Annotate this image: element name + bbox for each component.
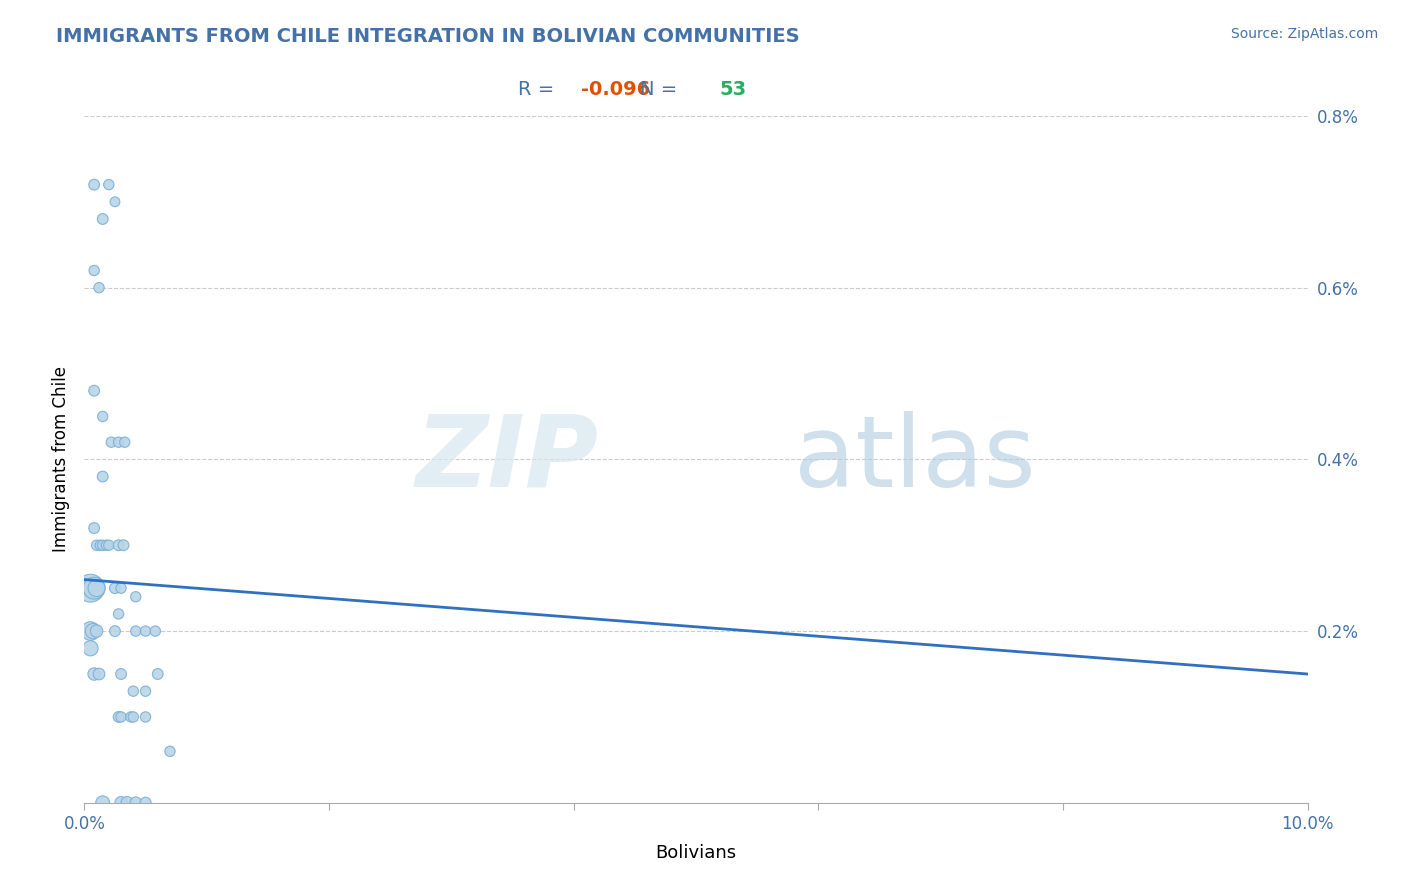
Point — [112, 538, 135, 552]
Point — [91, 469, 114, 483]
Point — [120, 710, 142, 724]
Point — [107, 710, 129, 724]
Point — [100, 435, 122, 450]
Point — [87, 667, 110, 681]
Point — [110, 581, 132, 595]
Point — [79, 624, 101, 639]
Text: Source: ZipAtlas.com: Source: ZipAtlas.com — [1230, 27, 1378, 41]
Text: IMMIGRANTS FROM CHILE INTEGRATION IN BOLIVIAN COMMUNITIES: IMMIGRANTS FROM CHILE INTEGRATION IN BOL… — [56, 27, 800, 45]
Point — [83, 263, 105, 277]
Point — [83, 667, 105, 681]
Point — [97, 538, 120, 552]
Point — [79, 581, 101, 595]
Point — [135, 796, 157, 810]
Point — [159, 744, 181, 758]
Point — [135, 710, 157, 724]
Text: 53: 53 — [720, 79, 747, 99]
Point — [91, 212, 114, 227]
Text: ZIP: ZIP — [415, 411, 598, 508]
Point — [104, 624, 127, 639]
Point — [86, 581, 108, 595]
Y-axis label: Immigrants from Chile: Immigrants from Chile — [52, 367, 70, 552]
Point — [110, 796, 132, 810]
Point — [83, 178, 105, 192]
Point — [146, 667, 169, 681]
Point — [107, 607, 129, 621]
Point — [107, 435, 129, 450]
Point — [82, 624, 104, 639]
Point — [125, 590, 148, 604]
Point — [110, 710, 132, 724]
Point — [83, 384, 105, 398]
Point — [104, 581, 127, 595]
Point — [91, 409, 114, 424]
Text: N =: N = — [640, 79, 683, 99]
Point — [91, 538, 114, 552]
Point — [135, 624, 157, 639]
Point — [114, 435, 136, 450]
Point — [122, 710, 145, 724]
Point — [86, 624, 108, 639]
Text: atlas: atlas — [794, 411, 1035, 508]
Point — [143, 624, 166, 639]
Point — [122, 684, 145, 698]
Point — [91, 796, 114, 810]
Point — [83, 521, 105, 535]
Point — [97, 178, 120, 192]
Point — [110, 667, 132, 681]
Point — [125, 796, 148, 810]
Point — [82, 581, 104, 595]
Point — [104, 194, 127, 209]
Point — [107, 538, 129, 552]
Point — [83, 581, 105, 595]
Point — [87, 281, 110, 295]
X-axis label: Bolivians: Bolivians — [655, 844, 737, 862]
Point — [89, 538, 111, 552]
Point — [125, 624, 148, 639]
Point — [115, 796, 138, 810]
Point — [79, 641, 101, 656]
Point — [86, 538, 108, 552]
Text: -0.096: -0.096 — [581, 79, 651, 99]
Point — [96, 538, 118, 552]
Text: R =: R = — [517, 79, 560, 99]
Point — [135, 684, 157, 698]
